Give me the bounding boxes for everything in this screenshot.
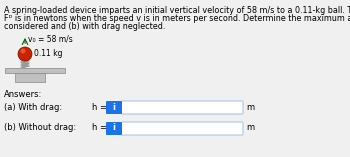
Text: 0.11 kg: 0.11 kg bbox=[34, 49, 63, 59]
Text: (a) With drag:: (a) With drag: bbox=[4, 103, 62, 111]
FancyBboxPatch shape bbox=[121, 122, 243, 135]
Text: h =: h = bbox=[92, 103, 107, 111]
Text: i: i bbox=[112, 124, 116, 133]
Text: h =: h = bbox=[92, 124, 107, 133]
Bar bbox=[5, 68, 65, 73]
Text: Answers:: Answers: bbox=[4, 90, 42, 99]
Text: m: m bbox=[246, 124, 254, 133]
Text: considered and (b) with drag neglected.: considered and (b) with drag neglected. bbox=[4, 22, 165, 31]
FancyBboxPatch shape bbox=[106, 122, 122, 135]
Text: m: m bbox=[246, 103, 254, 111]
Text: i: i bbox=[112, 103, 116, 111]
Text: A spring-loaded device imparts an initial vertical velocity of 58 m/s to a 0.11-: A spring-loaded device imparts an initia… bbox=[4, 6, 350, 15]
Text: Fᴰ is in newtons when the speed v is in meters per second. Determine the maximum: Fᴰ is in newtons when the speed v is in … bbox=[4, 14, 350, 23]
Text: (b) Without drag:: (b) Without drag: bbox=[4, 124, 76, 133]
FancyBboxPatch shape bbox=[121, 101, 243, 114]
Bar bbox=[15, 73, 45, 82]
FancyBboxPatch shape bbox=[106, 101, 122, 114]
Circle shape bbox=[18, 47, 32, 61]
Circle shape bbox=[21, 49, 26, 54]
Text: v₀ = 58 m/s: v₀ = 58 m/s bbox=[28, 35, 73, 43]
